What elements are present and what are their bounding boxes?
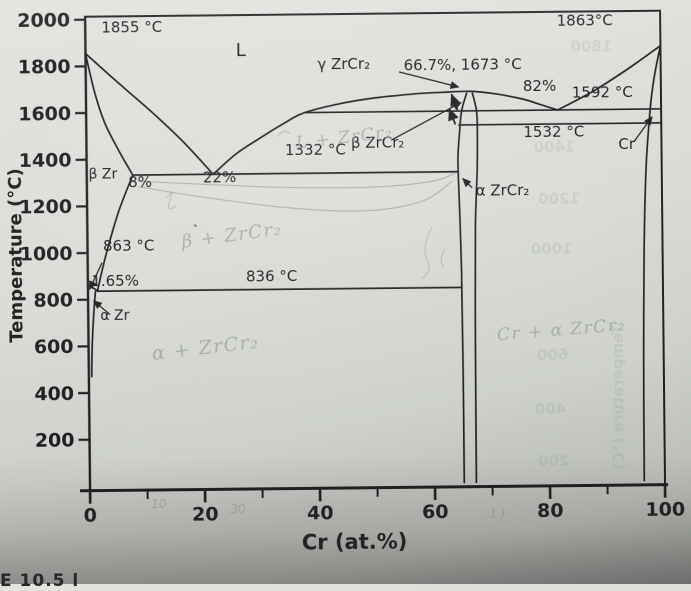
handwritten-note: β + ZrCr₂ — [179, 218, 283, 252]
bleed-through-text: 1200 — [538, 190, 580, 208]
x-tick-label: 100 — [645, 498, 685, 520]
y-tick-label: 1200 — [19, 196, 72, 219]
annotation-zr: β Zr — [88, 167, 117, 183]
annotation-zrcr: α ZrCr₂ — [476, 181, 530, 200]
x-tick-label: 60 — [422, 501, 449, 523]
annotation-zrcr: γ ZrCr₂ — [317, 55, 370, 74]
series-solidus-beta-zr — [85, 53, 132, 176]
series-zrcr2-right-edge — [472, 93, 481, 482]
annotation-1855-c: 1855 °C — [101, 18, 162, 37]
leader-arrow-zrcr — [391, 103, 462, 141]
series-eutectic-line-1332 — [133, 172, 458, 175]
y-tick-label: 2000 — [17, 9, 70, 32]
bleed-through-text: Temperature (°C) — [608, 324, 628, 470]
annotation-22: 22% — [203, 168, 237, 186]
bleed-through-text: 1000 — [531, 240, 573, 258]
annotation-cr: Cr — [618, 135, 636, 153]
annotation-1532-c: 1532 °C — [523, 122, 584, 141]
annotation-8: 8% — [128, 173, 152, 191]
series-eutectoid-line-836 — [97, 287, 461, 291]
y-tick-label: 200 — [35, 429, 75, 451]
pencil-mark: 1 ) — [489, 506, 505, 520]
series-liquidus-zr — [85, 52, 213, 175]
annotation-1592-c: 1592 °C — [572, 83, 633, 102]
series-faint-curve-b — [139, 182, 453, 214]
series-solidus-cr — [650, 46, 662, 109]
bleed-through-text: 1800 — [570, 37, 612, 55]
pencil-squiggle — [441, 249, 446, 267]
series-layer — [85, 46, 665, 487]
pencil-squiggle — [167, 192, 176, 209]
series-solvus-cr — [640, 109, 654, 481]
x-tick-label: 20 — [192, 503, 219, 525]
y-tick-label: 1400 — [19, 149, 72, 172]
annotation-66-7-1673-c: 66.7%, 1673 °C — [404, 55, 522, 74]
y-tick-label: 1800 — [18, 56, 71, 79]
annotations-layer: 1855 °C 1863°C Lγ ZrCr₂ 66.7%, 1673 °C82% 15… — [87, 11, 654, 324]
annotation-863-c: 863 °C — [103, 236, 155, 255]
leader-arrow-zrcr — [463, 179, 472, 188]
annotation-1863-c: 1863°C — [557, 11, 613, 30]
annotation-l: L — [236, 40, 246, 61]
bleed-through-text: 400 — [534, 400, 565, 418]
figure-caption-fragment: E 10.5 l — [0, 571, 79, 591]
y-tick-label: 800 — [33, 289, 73, 311]
x-tick-label: 40 — [307, 502, 334, 524]
pencil-dot — [194, 224, 197, 227]
series-faint-curve-a — [139, 173, 455, 190]
bleed-through-text: 200 — [538, 452, 569, 470]
x-tick-label: 0 — [84, 505, 97, 527]
series-alpha-zr-solvus — [91, 291, 96, 376]
y-tick-label: 1000 — [20, 243, 73, 266]
annotation-1-65: 1.65% — [91, 272, 139, 290]
handwritten-note: Cr + α ZrCr₂ — [496, 315, 626, 345]
pencil-mark: 30 — [230, 502, 246, 516]
y-tick-label: 1600 — [18, 103, 71, 126]
pencil-squiggle — [277, 131, 290, 137]
x-axis-line — [80, 485, 668, 491]
annotation-82: 82% — [523, 77, 557, 95]
x-axis-label: Cr (at.%) — [302, 529, 408, 554]
handwritten-note: α + ZrCr₂ — [151, 331, 261, 365]
series-transition-line-1592 — [305, 109, 661, 113]
pencil-squiggle — [420, 227, 433, 279]
y-tick-label: 400 — [34, 383, 74, 405]
leader-arrow-cr — [634, 117, 653, 142]
x-tick-label: 80 — [537, 500, 564, 522]
y-axis-label: Temperature (°C) — [5, 168, 28, 343]
y-tick-label: 600 — [34, 336, 74, 358]
annotation-836-c: 836 °C — [246, 267, 298, 286]
bleed-through-text: 600 — [537, 346, 568, 364]
pencil-mark: 10 — [151, 497, 167, 511]
